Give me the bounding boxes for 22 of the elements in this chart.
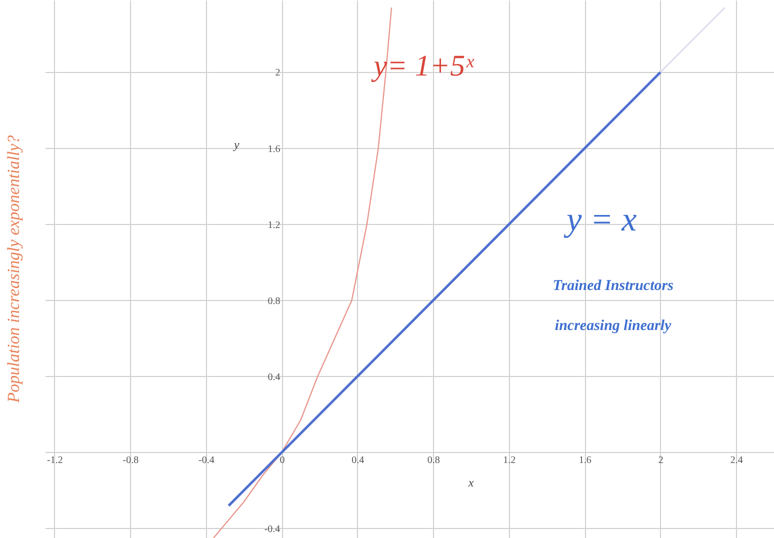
x-tick-label: 1.2 xyxy=(503,454,516,466)
annotation: y = x xyxy=(564,202,637,239)
x-tick-label: 2 xyxy=(658,454,664,466)
annotation: increasing linearly xyxy=(554,318,672,334)
x-tick-label: -0.8 xyxy=(122,454,139,466)
x-tick-label: 2.4 xyxy=(730,454,743,466)
y-tick-label: 1.6 xyxy=(268,144,280,155)
x-tick-label: 0 xyxy=(280,454,285,466)
y-axis-title: y xyxy=(233,137,240,152)
y-tick-label: 2 xyxy=(275,68,280,79)
x-axis-title: x xyxy=(467,475,474,490)
y-tick-label: 0.4 xyxy=(268,372,280,383)
y-tick-label: 1.2 xyxy=(268,220,280,231)
x-tick-label: 1.6 xyxy=(578,454,592,466)
x-tick-label: -0.4 xyxy=(198,454,214,466)
text: Population increasingly exponentially? xyxy=(4,134,23,404)
annotation: Trained Instructors xyxy=(552,278,674,294)
y-tick-label: -0.4 xyxy=(264,524,280,535)
x-tick-label: 0.4 xyxy=(352,454,364,466)
x-tick-label: 0.8 xyxy=(427,454,440,466)
x-tick-label: -1.2 xyxy=(47,454,63,466)
y-tick-label: 0.8 xyxy=(268,296,280,307)
